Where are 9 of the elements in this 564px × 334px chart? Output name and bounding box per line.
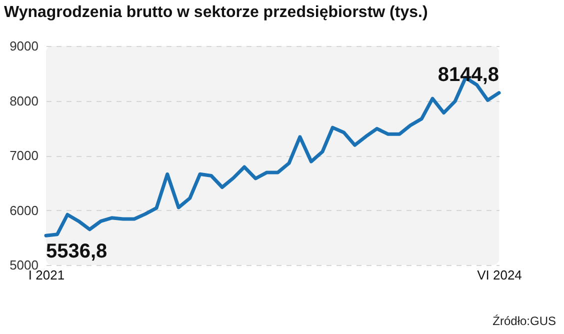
chart-title: Wynagrodzenia brutto w sektorze przedsiębiorstw (tys.) — [4, 4, 428, 21]
annotation: 8144,8 — [438, 64, 499, 86]
y-tick-label: 6000 — [10, 202, 38, 218]
y-tick-label: 9000 — [10, 38, 38, 54]
annotation: 5536,8 — [46, 240, 108, 263]
text: Źródło:GUS — [492, 314, 556, 328]
y-tick-label: 7000 — [10, 148, 38, 163]
y-tick-label: 8000 — [10, 93, 38, 108]
x-tick-label: VI 2024 — [477, 268, 522, 282]
